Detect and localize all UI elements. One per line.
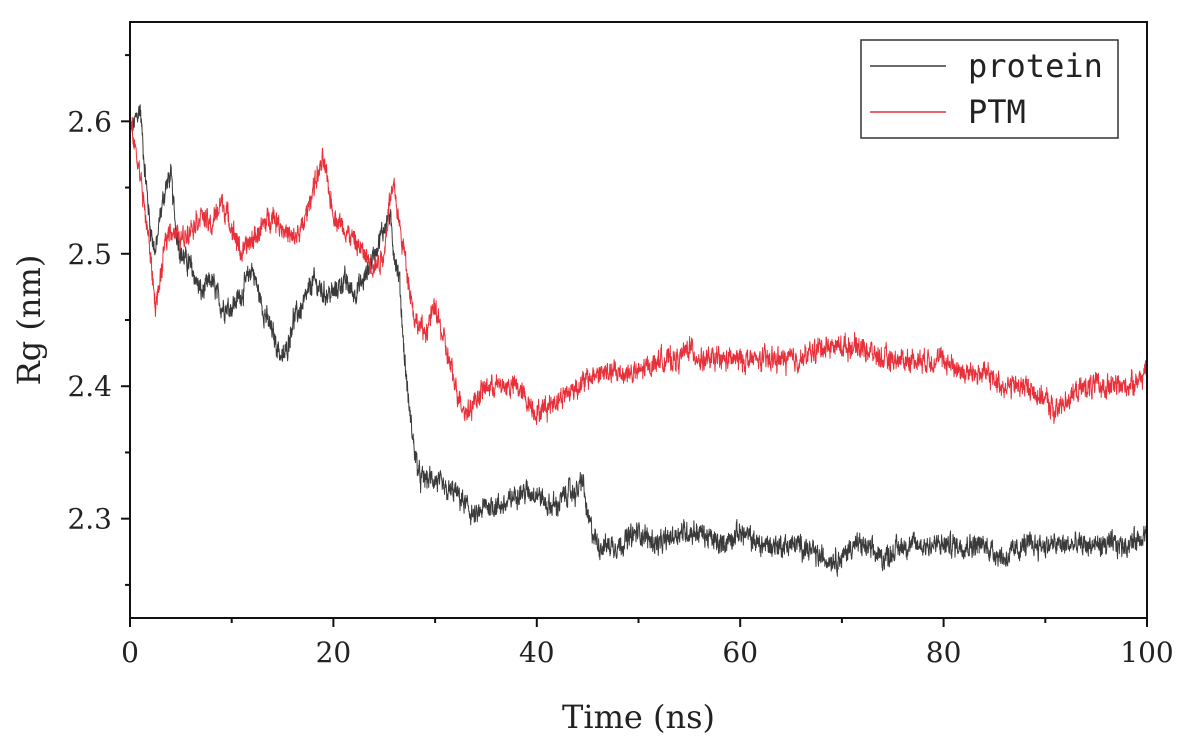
legend: protein PTM: [860, 39, 1119, 139]
x-tick-label: 80: [926, 636, 962, 669]
legend-label-protein: protein: [968, 47, 1103, 85]
x-tick-label: 20: [316, 636, 352, 669]
series-layer: [129, 104, 1148, 577]
y-tick-label: 2.5: [67, 238, 112, 271]
x-tick-label: 40: [519, 636, 555, 669]
y-tick-label: 2.6: [67, 105, 112, 138]
x-tick-label: 60: [722, 636, 758, 669]
y-tick-label: 2.3: [67, 503, 112, 536]
x-tick-label: 0: [121, 636, 139, 669]
y-axis-title: Rg (nm): [10, 255, 48, 386]
x-tick-label: 100: [1120, 636, 1173, 669]
x-axis-title: Time (ns): [562, 698, 715, 736]
series-line-ptm: [129, 114, 1148, 425]
axis-layer: 0 20 40 60 80 100 2.3 2.4 2.5 2.6 Time (ns) Rg (nm): [10, 21, 1174, 736]
y-tick-label: 2.4: [67, 370, 112, 403]
legend-box: [860, 39, 1119, 139]
series-line-protein: [129, 104, 1148, 577]
legend-label-ptm: PTM: [968, 93, 1026, 131]
